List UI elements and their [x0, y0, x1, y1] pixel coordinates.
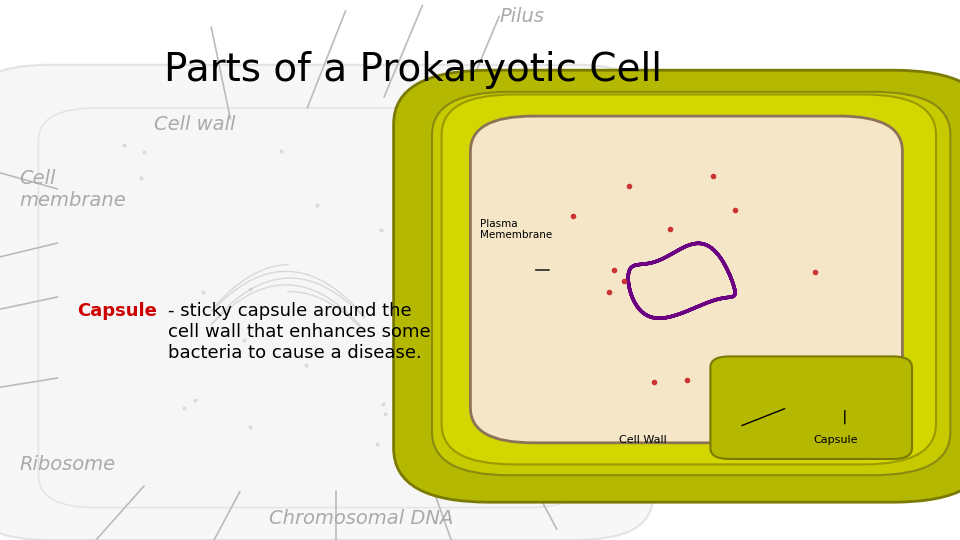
- Text: Chromosomal DNA: Chromosomal DNA: [269, 509, 453, 528]
- Text: Capsule: Capsule: [77, 302, 156, 320]
- Text: Cell Wall: Cell Wall: [619, 435, 667, 445]
- Text: Capsule: Capsule: [813, 435, 857, 445]
- FancyBboxPatch shape: [470, 116, 902, 443]
- Text: Pilus: Pilus: [499, 6, 544, 26]
- FancyBboxPatch shape: [38, 108, 586, 508]
- Text: Plasma
Memembrane: Plasma Memembrane: [480, 219, 552, 240]
- Text: Cell wall: Cell wall: [154, 114, 235, 134]
- FancyBboxPatch shape: [394, 70, 960, 502]
- Text: Ribosome: Ribosome: [19, 455, 115, 474]
- Text: - sticky capsule around the
cell wall that enhances some
bacteria to cause a dis: - sticky capsule around the cell wall th…: [168, 302, 431, 362]
- FancyBboxPatch shape: [442, 94, 936, 464]
- Text: Cell
membrane: Cell membrane: [19, 168, 126, 210]
- FancyBboxPatch shape: [710, 356, 912, 459]
- FancyBboxPatch shape: [432, 92, 950, 475]
- Text: Parts of a Prokaryotic Cell: Parts of a Prokaryotic Cell: [164, 51, 661, 89]
- Text: im: im: [893, 439, 915, 457]
- FancyBboxPatch shape: [0, 65, 653, 540]
